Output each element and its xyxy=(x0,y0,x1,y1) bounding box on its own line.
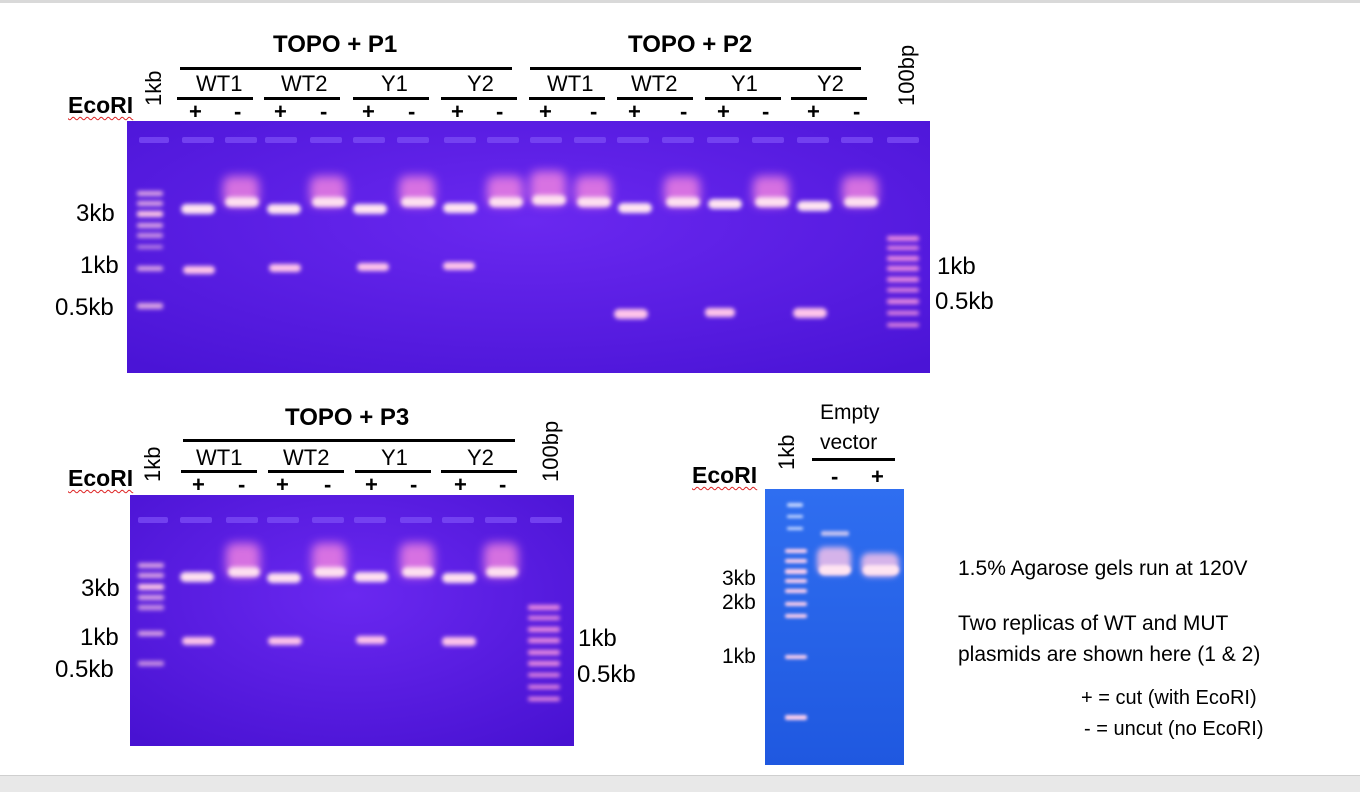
gel2-title: TOPO + P3 xyxy=(285,404,410,431)
gel1-sign: + xyxy=(274,99,287,124)
gel3-size-label: 3kb xyxy=(722,567,756,590)
gel1-sign: + xyxy=(717,99,730,124)
gel1-sample-underline xyxy=(264,97,340,100)
gel1-size-label: 3kb xyxy=(76,200,115,227)
gel1-sample-label: WT2 xyxy=(281,71,328,96)
gel1-sample-label: Y1 xyxy=(731,71,758,96)
gel1-size-label: 1kb xyxy=(80,252,119,279)
gel1-ladder-right-label: 100bp xyxy=(894,44,919,106)
gel2-sign: - xyxy=(499,472,507,497)
window-top-border xyxy=(0,0,1360,3)
gel2-sample-underline xyxy=(355,470,431,473)
gel2-sign: - xyxy=(410,472,418,497)
gel1-sample-label: WT1 xyxy=(196,71,243,96)
gel1-sign: + xyxy=(189,99,202,124)
gel2-sign: + xyxy=(192,472,205,497)
gel2-enzyme-label: EcoRI xyxy=(68,465,134,491)
gel2-sample-label: WT2 xyxy=(283,445,330,470)
gel1-sign: - xyxy=(496,99,504,124)
gel1-sign: - xyxy=(853,99,861,124)
gel1-sign: + xyxy=(628,99,641,124)
note-gel-conditions: 1.5% Agarose gels run at 120V xyxy=(958,557,1248,580)
gel1-sample-underline xyxy=(705,97,781,100)
gel3-size-label: 2kb xyxy=(722,591,756,614)
gel1-sign: + xyxy=(451,99,464,124)
gel2-sample-underline xyxy=(181,470,257,473)
gel1-sign: + xyxy=(807,99,820,124)
note-replicas-line1: Two replicas of WT and MUT xyxy=(958,612,1229,635)
gel1-sample-label: Y2 xyxy=(817,71,844,96)
gel3-size-label: 1kb xyxy=(722,645,756,668)
gel2-size-label: 1kb xyxy=(80,624,119,651)
gel1-sign: - xyxy=(234,99,242,124)
gel1-sample-label: Y2 xyxy=(467,71,494,96)
gel2-image xyxy=(130,495,574,746)
gel1-sample-label: Y1 xyxy=(381,71,408,96)
gel1-sample-underline xyxy=(617,97,693,100)
gel2-sign: - xyxy=(238,472,246,497)
gel2-sign: - xyxy=(324,472,332,497)
gel1-sign: - xyxy=(590,99,598,124)
gel2-sign: + xyxy=(365,472,378,497)
gel3-bracket xyxy=(812,458,895,461)
gel2-sign: + xyxy=(276,472,289,497)
gel2-sign: + xyxy=(454,472,467,497)
gel1-sample-underline xyxy=(791,97,867,100)
gel3-image xyxy=(765,489,904,765)
gel3-ladder-label: 1kb xyxy=(774,434,799,470)
gel1-sign: - xyxy=(408,99,416,124)
note-replicas-line2: plasmids are shown here (1 & 2) xyxy=(958,643,1261,666)
gel2-sample-label: Y2 xyxy=(467,445,494,470)
gel1-sign: - xyxy=(680,99,688,124)
gel2-ladder-left-label: 1kb xyxy=(140,446,165,482)
gel1-sign: + xyxy=(539,99,552,124)
gel2-sample-label: WT1 xyxy=(196,445,243,470)
gel1-image xyxy=(127,121,930,373)
gel1-p1-bracket xyxy=(180,67,512,70)
gel1-enzyme-label: EcoRI xyxy=(68,92,134,118)
gel2-size-label: 3kb xyxy=(81,575,120,602)
gel1-p2-bracket xyxy=(530,67,861,70)
gel2-size-label: 0.5kb xyxy=(55,656,114,683)
gel2-sample-underline xyxy=(268,470,344,473)
gel1-sample-underline xyxy=(177,97,253,100)
gel1-ladder-left-label: 1kb xyxy=(141,70,166,106)
gel3-sign: + xyxy=(871,464,884,489)
gel1-sign: - xyxy=(320,99,328,124)
legend-uncut: - = uncut (no EcoRI) xyxy=(1084,718,1264,740)
gel1-sign: + xyxy=(362,99,375,124)
gel3-sign: - xyxy=(831,464,839,489)
gel2-size-label-right: 1kb xyxy=(578,625,617,652)
gel1-sample-label: WT1 xyxy=(547,71,594,96)
gel1-sample-underline xyxy=(529,97,605,100)
gel2-sample-underline xyxy=(441,470,517,473)
gel2-size-label-right: 0.5kb xyxy=(577,661,636,688)
legend-cut: + = cut (with EcoRI) xyxy=(1081,687,1257,709)
gel1-title-p1: TOPO + P1 xyxy=(273,31,398,58)
gel1-size-label: 0.5kb xyxy=(55,294,114,321)
gel2-bracket xyxy=(183,439,515,442)
gel1-sample-label: WT2 xyxy=(631,71,678,96)
gel1-size-label-right: 0.5kb xyxy=(935,288,994,315)
gel2-sample-label: Y1 xyxy=(381,445,408,470)
gel3-enzyme-label: EcoRI xyxy=(692,462,758,488)
gel3-title-line1: Empty xyxy=(820,401,880,424)
gel2-ladder-right-label: 100bp xyxy=(538,420,563,482)
gel1-title-p2: TOPO + P2 xyxy=(628,31,753,58)
gel1-size-label-right: 1kb xyxy=(937,253,976,280)
gel1-sample-underline xyxy=(353,97,429,100)
gel1-sign: - xyxy=(762,99,770,124)
window-bottom-bar xyxy=(0,775,1360,792)
gel3-title-line2: vector xyxy=(820,431,878,454)
gel1-sample-underline xyxy=(441,97,517,100)
